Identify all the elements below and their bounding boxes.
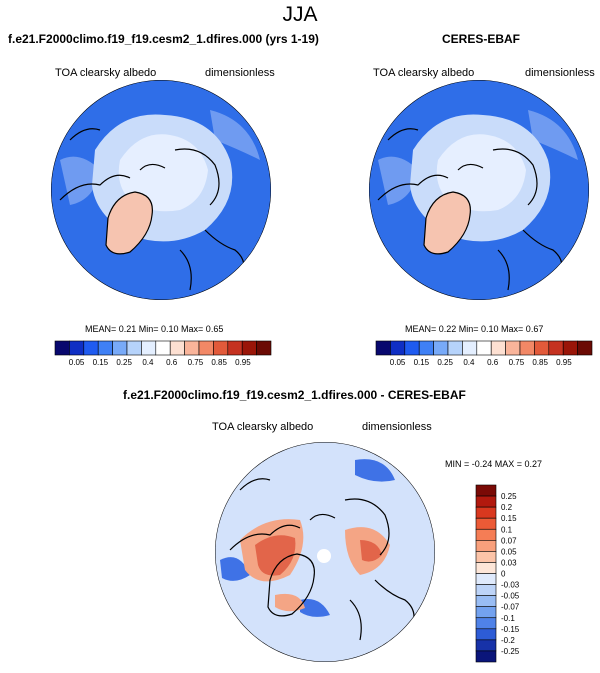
- colorbar-difference-swatch: [475, 628, 497, 641]
- colorbar-model-swatch: [256, 340, 272, 356]
- colorbar-model-swatch: [241, 340, 257, 356]
- colorbar-difference-tick-label: 0.15: [501, 514, 517, 523]
- colorbar-difference: 0.25 0.2 0.15 0.1 0.07 0.05 0.03 0 -0.03 -0.05 -0.…: [475, 484, 520, 663]
- colorbar-obs: 0.05 0.15 0.25 0.4 0.6 0.75 0.85 0.95: [375, 340, 593, 367]
- colorbar-difference-swatch: [475, 606, 497, 619]
- colorbar-difference-swatch: [475, 484, 497, 497]
- colorbar-model-tick-label: 0.25: [116, 358, 132, 367]
- colorbar-difference-swatch: [475, 584, 497, 596]
- colorbar-model: 0.05 0.15 0.25 0.4 0.6 0.75 0.85 0.95: [54, 340, 272, 367]
- colorbar-obs-swatch: [505, 340, 521, 356]
- colorbar-model-tick-label: 0.4: [142, 358, 154, 367]
- colorbar-obs-swatch: [476, 340, 492, 356]
- colorbar-model-swatch: [126, 340, 142, 356]
- colorbar-obs-tick-label: 0.85: [532, 358, 548, 367]
- colorbar-model-swatch: [97, 340, 113, 356]
- colorbar-difference-tick-label: 0.25: [501, 492, 517, 501]
- colorbar-difference-tick-label: 0.1: [501, 525, 513, 534]
- colorbar-difference-swatch: [475, 551, 497, 563]
- panel2-variable-label: TOA clearsky albedo: [373, 67, 475, 79]
- panel2-title: CERES-EBAF: [442, 32, 521, 46]
- colorbar-difference-tick-label: 0.07: [501, 536, 517, 545]
- colorbar-model-tick-label: 0.05: [69, 358, 85, 367]
- colorbar-model-tick-label: 0.95: [235, 358, 251, 367]
- colorbar-obs-swatch: [462, 340, 478, 356]
- colorbar-model-swatch: [141, 340, 157, 356]
- colorbar-difference-swatch: [475, 595, 497, 607]
- colorbar-difference-tick-label: -0.15: [501, 625, 520, 634]
- colorbar-model-tick-label: 0.85: [211, 358, 227, 367]
- colorbar-obs-swatch: [577, 340, 593, 356]
- colorbar-difference-tick-label: 0: [501, 570, 506, 579]
- colorbar-difference-swatch: [475, 639, 497, 652]
- colorbar-difference-swatch: [475, 650, 497, 663]
- colorbar-obs-tick-label: 0.15: [414, 358, 430, 367]
- colorbar-obs-swatch: [433, 340, 449, 356]
- colorbar-obs-tick-label: 0.25: [437, 358, 453, 367]
- colorbar-model-swatch: [69, 340, 85, 356]
- colorbar-obs-swatch: [375, 340, 391, 356]
- colorbar-difference-swatch: [475, 540, 497, 552]
- colorbar-obs-swatch: [548, 340, 564, 356]
- colorbar-obs-tick-label: 0.75: [509, 358, 525, 367]
- colorbar-model-swatch: [198, 340, 214, 356]
- colorbar-difference-swatch: [475, 506, 497, 519]
- colorbar-model-tick-label: 0.15: [93, 358, 109, 367]
- colorbar-model-swatch: [169, 340, 185, 356]
- panel2-stats: MEAN= 0.22 Min= 0.10 Max= 0.67: [405, 324, 544, 334]
- colorbar-obs-tick-label: 0.6: [487, 358, 499, 367]
- colorbar-difference-swatch: [475, 495, 497, 508]
- colorbar-obs-tick-label: 0.4: [463, 358, 475, 367]
- colorbar-obs-swatch: [447, 340, 463, 356]
- colorbar-model-tick-label: 0.6: [166, 358, 178, 367]
- colorbar-difference-tick-label: 0.2: [501, 503, 513, 512]
- panel1-stats: MEAN= 0.21 Min= 0.10 Max= 0.65: [85, 324, 224, 334]
- panel3-stats: MIN = -0.24 MAX = 0.27: [445, 459, 543, 469]
- colorbar-model-swatch: [112, 340, 128, 356]
- colorbar-difference-swatch: [475, 573, 497, 585]
- panel3-title: f.e21.F2000climo.f19_f19.cesm2_1.dfires.…: [123, 388, 466, 402]
- colorbar-model-tick-label: 0.75: [188, 358, 204, 367]
- colorbar-model-swatch: [83, 340, 99, 356]
- colorbar-obs-swatch: [534, 340, 550, 356]
- colorbar-model-swatch: [155, 340, 171, 356]
- colorbar-difference-tick-label: 0.05: [501, 547, 517, 556]
- colorbar-difference-tick-label: -0.03: [501, 581, 520, 590]
- colorbar-obs-swatch: [562, 340, 578, 356]
- colorbar-difference-swatch: [475, 528, 497, 541]
- colorbar-obs-swatch: [418, 340, 434, 356]
- season-title: JJA: [282, 3, 318, 26]
- panel1-units-label: dimensionless: [205, 67, 275, 79]
- panel3-units-label: dimensionless: [362, 421, 432, 433]
- colorbar-difference-swatch: [475, 517, 497, 530]
- map-difference: [215, 442, 435, 662]
- colorbar-difference-tick-label: -0.25: [501, 647, 520, 656]
- colorbar-model-swatch: [184, 340, 200, 356]
- colorbar-obs-tick-label: 0.95: [556, 358, 572, 367]
- colorbar-difference-tick-label: -0.05: [501, 592, 520, 601]
- colorbar-model-swatch: [213, 340, 229, 356]
- map-model: [51, 80, 271, 300]
- panel1-variable-label: TOA clearsky albedo: [55, 67, 157, 79]
- panel1-title: f.e21.F2000climo.f19_f19.cesm2_1.dfires.…: [8, 32, 319, 46]
- colorbar-difference-tick-label: -0.07: [501, 603, 520, 612]
- colorbar-model-swatch: [54, 340, 70, 356]
- colorbar-model-swatch: [227, 340, 243, 356]
- colorbar-difference-swatch: [475, 617, 497, 630]
- panel3-variable-label: TOA clearsky albedo: [212, 421, 314, 433]
- panel2-units-label: dimensionless: [525, 67, 595, 79]
- colorbar-difference-tick-label: -0.2: [501, 636, 515, 645]
- colorbar-difference-tick-label: -0.1: [501, 614, 515, 623]
- colorbar-obs-tick-label: 0.05: [390, 358, 406, 367]
- colorbar-obs-swatch: [519, 340, 535, 356]
- colorbar-obs-swatch: [490, 340, 506, 356]
- colorbar-obs-swatch: [404, 340, 420, 356]
- colorbar-obs-swatch: [390, 340, 406, 356]
- colorbar-difference-swatch: [475, 562, 497, 574]
- colorbar-difference-tick-label: 0.03: [501, 558, 517, 567]
- map-obs: [369, 80, 589, 300]
